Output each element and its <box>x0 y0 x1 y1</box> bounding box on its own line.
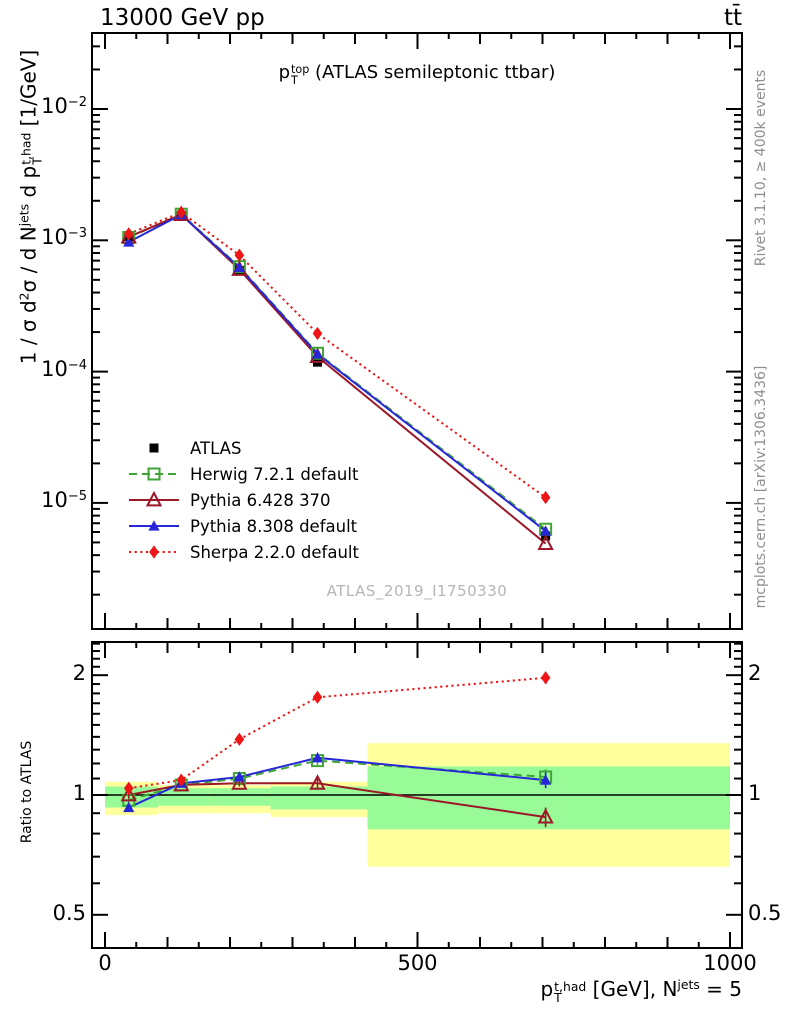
ratio-y-tick-label-left: 2 <box>72 661 86 686</box>
legend-item-herwig-7-2-1-default: Herwig 7.2.1 default <box>126 461 359 487</box>
x-tick-label: 500 <box>397 951 438 975</box>
ratio-y-tick-label-left: 1 <box>72 781 86 805</box>
legend-label: Pythia 8.308 default <box>190 516 358 536</box>
main-y-tick-label: 10−4 <box>41 356 87 381</box>
legend-item-pythia-8-308-default: Pythia 8.308 default <box>126 513 359 539</box>
x-tick-label: 0 <box>98 951 112 975</box>
rivet-version-label: Rivet 3.1.10, ≥ 400k events <box>753 69 769 267</box>
legend-swatch-icon <box>129 491 179 507</box>
main-y-tick-label: 10−3 <box>41 225 87 250</box>
legend-swatch-icon <box>129 467 179 481</box>
ratio-y-tick-label-right: 2 <box>748 661 762 686</box>
plot-title: p top T (ATLAS semileptonic ttbar) <box>278 62 556 87</box>
legend-label: ATLAS <box>190 438 242 458</box>
legend-item-pythia-6-428-370: Pythia 6.428 370 <box>126 487 359 513</box>
x-tick-label: 1000 <box>703 951 757 975</box>
beam-energy-header: 13000 GeV pp <box>100 5 265 31</box>
ratio-y-tick-label-left: 0.5 <box>52 900 86 925</box>
legend: ATLAS Herwig 7.2.1 default Pythia 6.428 37… <box>126 435 359 565</box>
legend-label: Sherpa 2.2.0 default <box>190 542 359 562</box>
main-y-tick-label: 10−2 <box>41 94 87 118</box>
legend-label: Herwig 7.2.1 default <box>190 464 359 484</box>
legend-label: Pythia 6.428 370 <box>190 490 331 510</box>
main-y-tick-label: 10−5 <box>41 487 87 512</box>
x-axis-label: p t,had T [GeV], Njets = 5 <box>540 977 742 1006</box>
mcplots-attribution-label: mcplots.cern.ch [arXiv:1306.3436] <box>753 365 769 609</box>
ratio-y-tick-label-right: 1 <box>748 781 762 805</box>
analysis-id-watermark: ATLAS_2019_I1750330 <box>326 582 508 600</box>
process-header: tt̄ <box>723 5 742 31</box>
legend-swatch-icon <box>149 443 159 453</box>
legend-swatch-icon <box>129 520 179 531</box>
legend-swatch-icon <box>129 545 179 559</box>
legend-item-atlas: ATLAS <box>126 435 359 461</box>
ratio-y-tick-label-right: 0.5 <box>748 900 782 925</box>
legend-item-sherpa-2-2-0-default: Sherpa 2.2.0 default <box>126 539 359 565</box>
